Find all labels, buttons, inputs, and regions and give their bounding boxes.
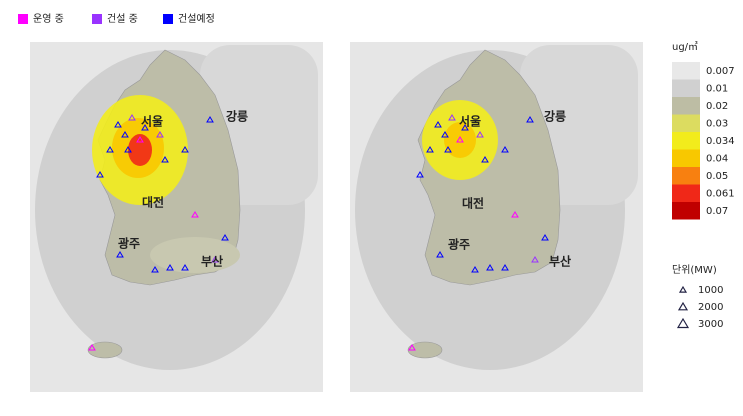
jeju — [407, 341, 443, 359]
plant-marker — [486, 264, 494, 271]
plant-marker — [141, 124, 149, 131]
colorbar-swatch — [672, 114, 700, 132]
plant-marker — [116, 251, 124, 258]
city-label: 대전 — [142, 195, 164, 210]
legend-swatch — [92, 14, 102, 24]
plant-marker — [121, 131, 129, 138]
jeju — [87, 341, 123, 359]
city-label: 광주 — [118, 236, 140, 251]
plant-marker — [441, 131, 449, 138]
colorbar-swatch — [672, 79, 700, 97]
plant-marker — [136, 136, 144, 143]
plant-marker — [436, 251, 444, 258]
plant-marker — [206, 116, 214, 123]
colorbar-label: 0.01 — [706, 84, 728, 95]
size-legend-title: 단위(MW) — [672, 263, 717, 276]
plant-marker — [448, 114, 456, 121]
colorbar-label: 0.07 — [706, 206, 728, 217]
legend-swatch — [163, 14, 173, 24]
plant-marker — [526, 116, 534, 123]
south-zone — [150, 237, 240, 273]
size-marker — [678, 285, 688, 293]
plant-marker — [541, 234, 549, 241]
plant-marker — [416, 171, 424, 178]
size-marker — [677, 301, 689, 311]
city-label: 부산 — [549, 254, 571, 269]
plant-marker — [461, 124, 469, 131]
size-label: 3000 — [698, 319, 723, 330]
colorbar-label: 0.03 — [706, 119, 728, 130]
plant-marker — [481, 156, 489, 163]
plant-marker — [221, 234, 229, 241]
city-label: 서울 — [459, 114, 481, 129]
city-label: 서울 — [141, 114, 163, 129]
plant-marker — [161, 156, 169, 163]
plant-marker — [114, 121, 122, 128]
plant-marker — [181, 146, 189, 153]
plant-marker — [456, 136, 464, 143]
colorbar-unit: ug/㎥ — [672, 40, 698, 53]
colorbar-label: 0.02 — [706, 101, 728, 112]
colorbar-label: 0.061 — [706, 189, 735, 200]
plant-marker — [151, 266, 159, 273]
colorbar-swatch — [672, 62, 700, 80]
colorbar-label: 0.034 — [706, 136, 735, 147]
plant-marker — [471, 266, 479, 273]
plant-marker — [434, 121, 442, 128]
plant-marker — [88, 344, 96, 351]
city-label: 강릉 — [226, 109, 248, 124]
city-label: 대전 — [462, 196, 484, 211]
size-label: 2000 — [698, 302, 723, 313]
colorbar-label: 0.05 — [706, 171, 728, 182]
colorbar-swatch — [672, 97, 700, 115]
legend-swatch — [18, 14, 28, 24]
plant-marker — [426, 146, 434, 153]
plant-marker — [124, 146, 132, 153]
plant-marker — [106, 146, 114, 153]
colorbar-swatch — [672, 132, 700, 150]
colorbar-swatch — [672, 202, 700, 220]
legend-label: 건설 중 — [107, 13, 138, 25]
plant-marker — [181, 264, 189, 271]
plant-marker — [476, 131, 484, 138]
city-label: 강릉 — [544, 109, 566, 124]
city-label: 광주 — [448, 237, 470, 252]
plant-marker — [96, 171, 104, 178]
colorbar-swatch — [672, 184, 700, 202]
colorbar-label: 0.04 — [706, 154, 728, 165]
plant-marker — [128, 114, 136, 121]
plant-marker — [191, 211, 199, 218]
plant-marker — [511, 211, 519, 218]
size-label: 1000 — [698, 285, 723, 296]
plant-marker — [408, 344, 416, 351]
heat-zone — [128, 134, 152, 166]
plant-marker — [166, 264, 174, 271]
colorbar-swatch — [672, 149, 700, 167]
city-label: 부산 — [201, 254, 223, 269]
heat-zone — [444, 122, 476, 158]
plant-marker — [156, 131, 164, 138]
plant-marker — [501, 264, 509, 271]
legend-label: 운영 중 — [33, 13, 64, 25]
colorbar-label: 0.007 — [706, 66, 735, 77]
plant-marker — [444, 146, 452, 153]
colorbar-swatch — [672, 167, 700, 185]
plant-marker — [501, 146, 509, 153]
plant-marker — [531, 256, 539, 263]
size-marker — [676, 317, 690, 329]
legend-label: 건설예정 — [178, 13, 215, 25]
plant-marker — [211, 256, 219, 263]
